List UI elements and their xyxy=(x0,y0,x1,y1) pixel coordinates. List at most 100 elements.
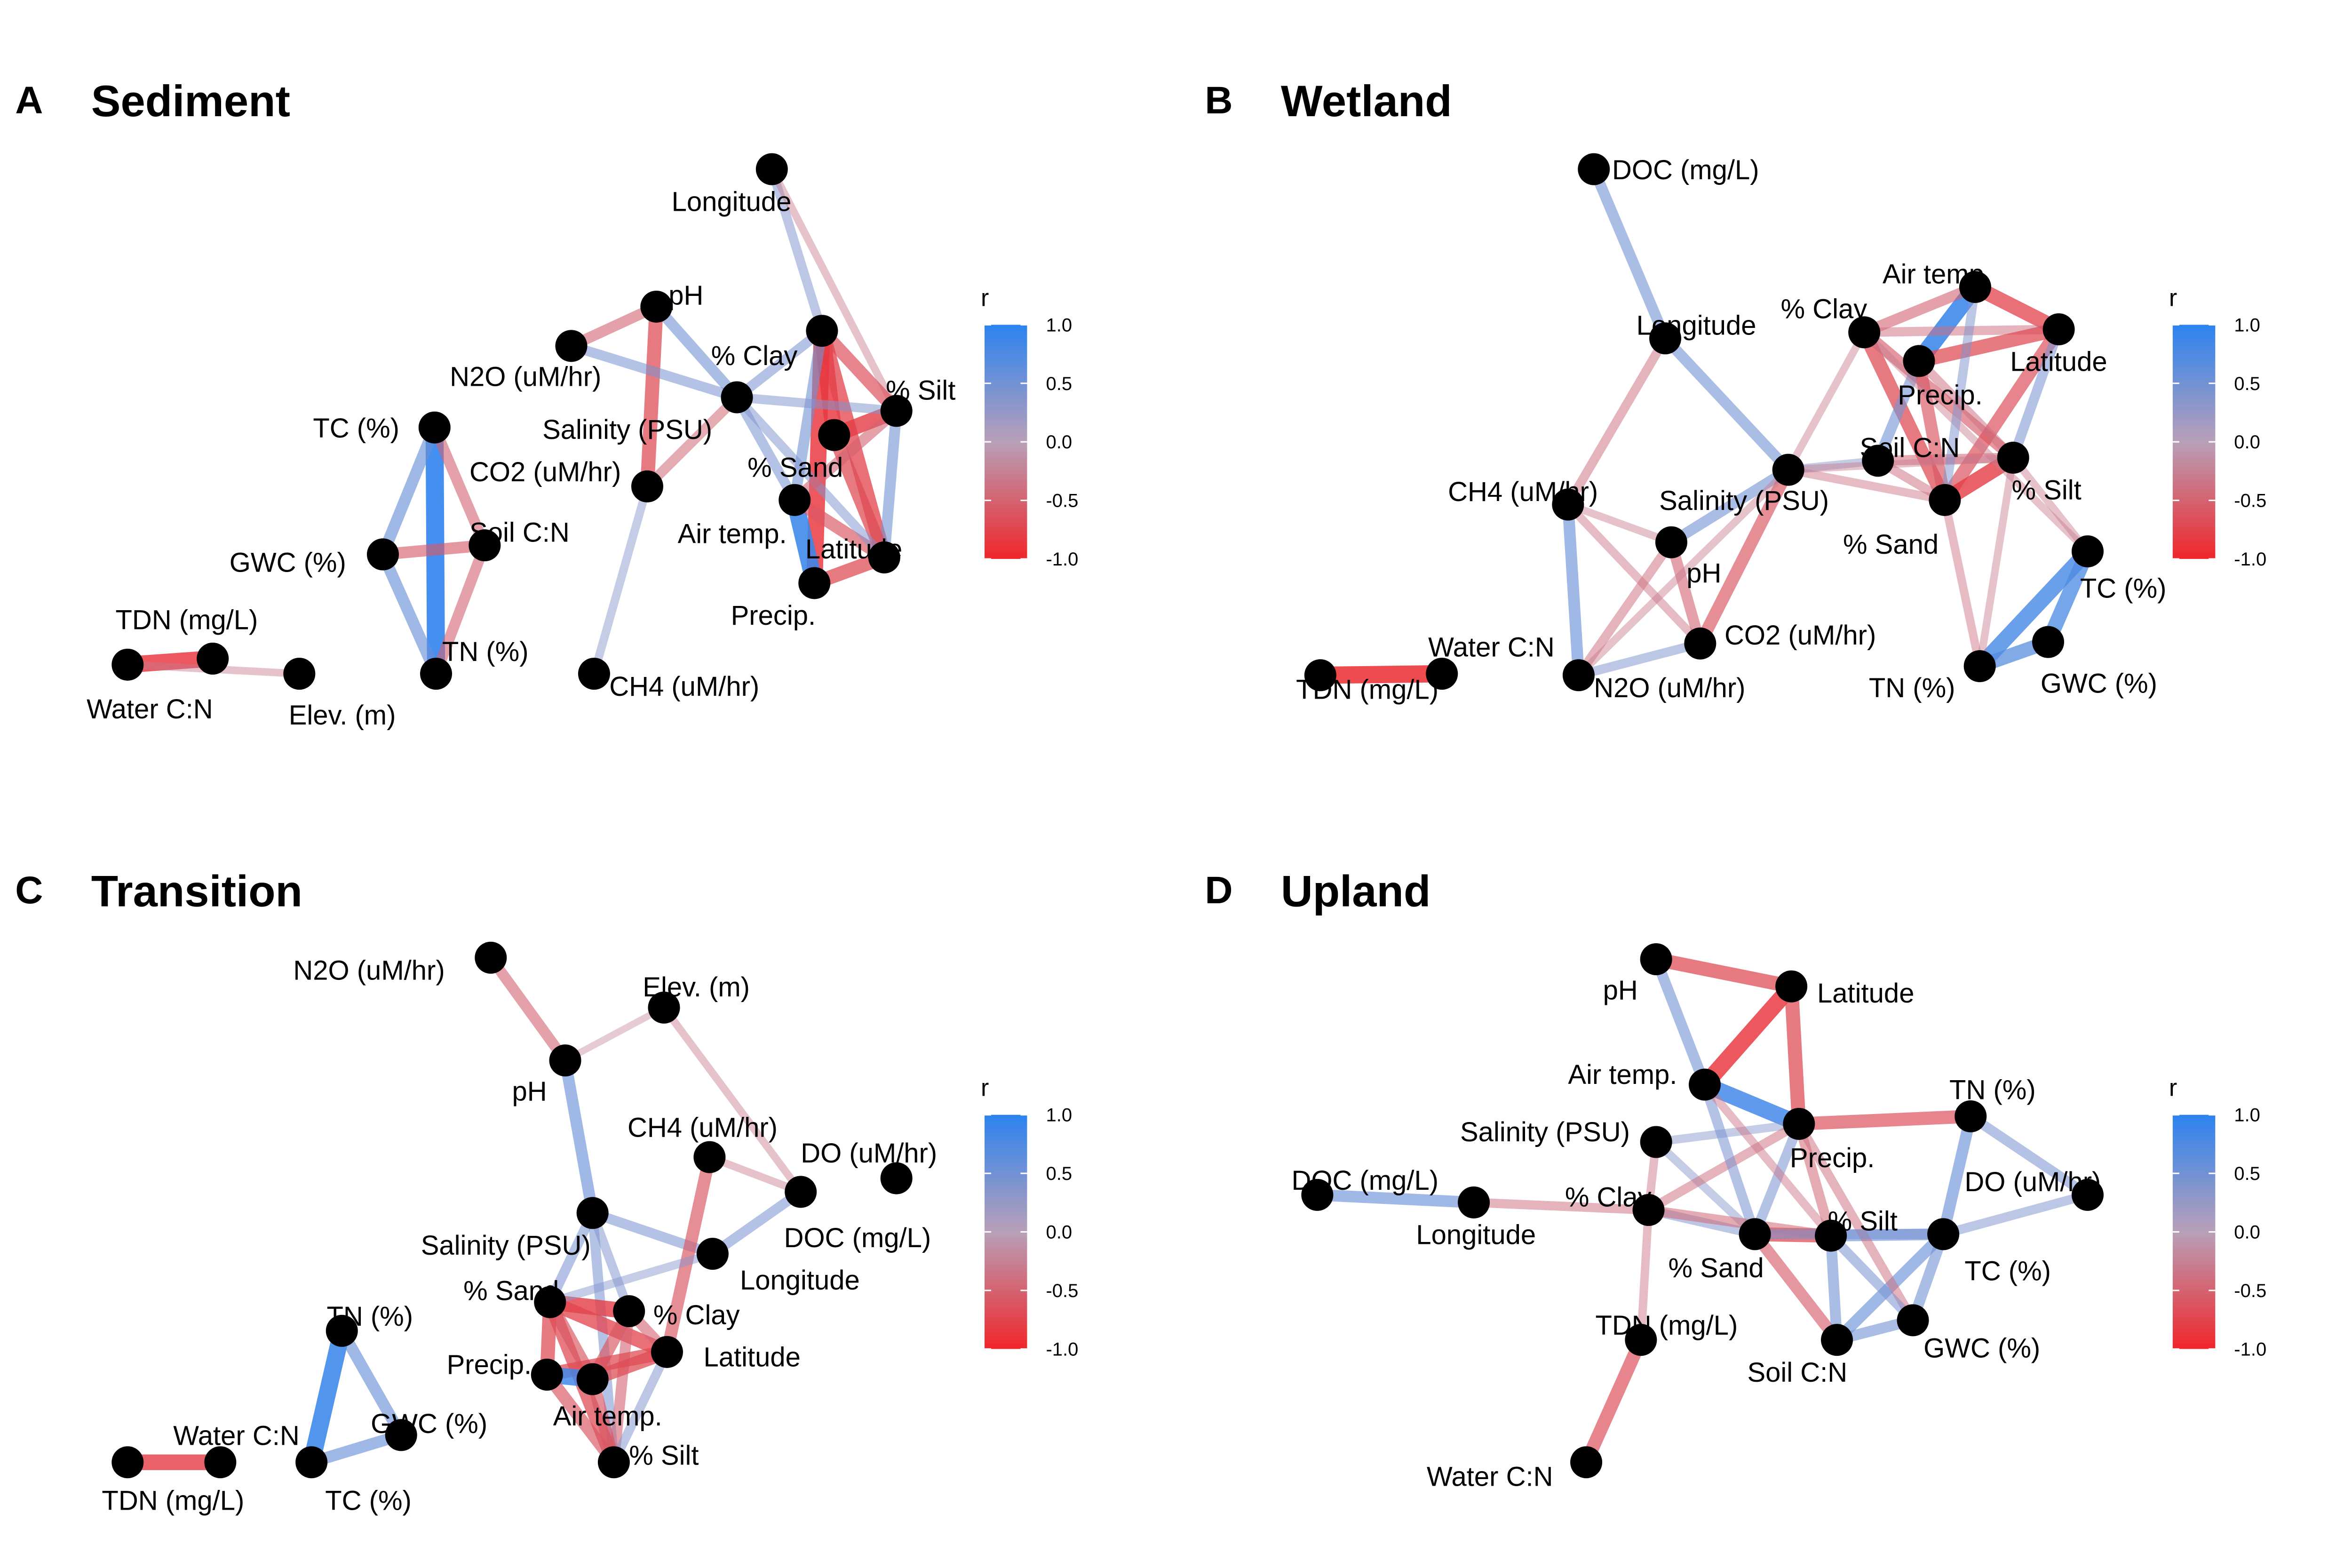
node-tn xyxy=(326,1314,358,1347)
edge-ch4-n2o xyxy=(1562,499,1585,681)
edge-ph-elev xyxy=(562,1004,667,1064)
node-sand xyxy=(1929,484,1961,516)
legend-tick-label: -0.5 xyxy=(2234,1281,2266,1301)
node-label-salinity: Salinity (PSU) xyxy=(1460,1117,1630,1147)
edge-silt-tc xyxy=(2009,454,2092,556)
node-tdn xyxy=(1625,1324,1657,1356)
legend-tick-label: 0.5 xyxy=(2234,1163,2260,1184)
node-label-n2o: N2O (uM/hr) xyxy=(293,955,445,986)
edge-clay-precip xyxy=(806,322,830,591)
node-do xyxy=(880,1162,913,1194)
edge-salinity-clay xyxy=(1784,328,1868,474)
node-sand xyxy=(1739,1218,1771,1250)
edge-airtemp-sand xyxy=(1700,1079,1760,1240)
panel-title: Sediment xyxy=(91,76,290,126)
node-label-sand: % Sand xyxy=(747,452,843,483)
edge-salinity-sand xyxy=(545,1208,598,1307)
edge-clay-silt xyxy=(815,324,903,418)
edge-clay-airtemp xyxy=(789,325,827,506)
node-latitude xyxy=(2042,313,2075,345)
edge-airtemp-precip xyxy=(1696,1076,1807,1132)
node-precip xyxy=(1903,345,1935,377)
node-label-watercn: Water C:N xyxy=(1428,632,1555,663)
node-tn xyxy=(1963,650,1996,683)
node-label-longitude: Longitude xyxy=(1637,310,1756,341)
legend-tick-label: -1.0 xyxy=(1046,1339,1078,1360)
edge-salinity-silt xyxy=(1784,454,2017,474)
legend-tick-label: 0.0 xyxy=(2234,432,2260,453)
legend-tick-label: -1.0 xyxy=(2234,1339,2266,1360)
node-silt xyxy=(1997,441,2029,474)
node-label-latitude: Latitude xyxy=(1817,978,1914,1009)
node-labels: pH Latitude Air temp. TN (%) Salinity (PSU) P… xyxy=(1291,975,2101,1492)
edge-salinity-latitude xyxy=(732,392,889,562)
node-label-sand: % Sand xyxy=(1669,1253,1764,1283)
node-clay xyxy=(806,315,838,347)
node-salinity xyxy=(1772,454,1804,486)
node-label-gwc: GWC (%) xyxy=(2041,669,2157,699)
node-label-ph: pH xyxy=(512,1076,547,1107)
node-clay xyxy=(1848,316,1881,349)
node-label-silt: % Silt xyxy=(886,375,955,406)
node-label-airtemp: Air temp. xyxy=(1568,1059,1677,1090)
color-legend: r 1.0 0.5 0.0 -0.5 -1.0 xyxy=(981,284,1078,570)
node-labels: Longitude pH N2O (uM/hr) % Clay % Silt Salini… xyxy=(87,186,955,731)
node-labels: DOC (mg/L) Air temp. Longitude % Clay Latitu… xyxy=(1296,155,2166,705)
node-longitude xyxy=(755,153,788,185)
node-clay xyxy=(613,1295,645,1328)
node-salinity xyxy=(1640,1126,1672,1158)
edge-salinity-co2 xyxy=(642,392,742,492)
legend-tick-label: -0.5 xyxy=(1046,491,1078,511)
node-doc xyxy=(785,1176,817,1208)
edge-latitude-precip xyxy=(1784,979,1806,1131)
edge-longitude-silt xyxy=(768,165,900,415)
node-label-salinity: Salinity (PSU) xyxy=(1659,486,1829,516)
nodes xyxy=(111,153,913,690)
legend-title: r xyxy=(981,284,989,311)
nodes xyxy=(1301,943,2104,1479)
node-elev xyxy=(648,991,680,1024)
node-silt xyxy=(880,395,913,427)
edge-ch4-latitude xyxy=(660,1151,716,1359)
legend-tick-label: 1.0 xyxy=(1046,1105,1072,1126)
node-label-tn: TN (%) xyxy=(326,1301,413,1332)
edge-salinity-silt xyxy=(588,1208,619,1467)
node-label-soilcn: Soil C:N xyxy=(469,517,570,548)
node-n2o xyxy=(475,941,507,974)
edge-clay-precip xyxy=(1644,1119,1804,1215)
edge-clay-tc xyxy=(1860,328,2092,556)
node-label-longitude: Longitude xyxy=(740,1265,860,1296)
node-ph xyxy=(1655,526,1687,558)
node-latitude xyxy=(868,541,900,573)
node-label-salinity: Salinity (PSU) xyxy=(542,414,712,445)
node-ch4 xyxy=(693,1141,726,1173)
node-label-sand: % Sand xyxy=(1843,529,1939,560)
edge-latitude-silt xyxy=(609,1347,672,1467)
edge-n2o-salinity xyxy=(566,341,742,403)
edge-airtemp-silt xyxy=(789,405,902,506)
node-ch4 xyxy=(578,658,610,690)
node-longitude xyxy=(696,1238,729,1270)
edge-latitude-sand xyxy=(1938,322,2066,507)
node-soilcn xyxy=(1862,445,1894,477)
node-watercn xyxy=(111,648,144,681)
edge-ph-latitude xyxy=(1649,952,1799,994)
panel-a: A Sediment Longitude pH N2O (uM/hr) % Clay % S… xyxy=(15,76,1078,731)
node-tc xyxy=(1927,1218,1960,1250)
legend-tick-label: 0.5 xyxy=(2234,374,2260,394)
node-label-latitude: Latitude xyxy=(805,534,902,565)
legend-title: r xyxy=(2169,1075,2177,1102)
edge-longitude-clay xyxy=(767,164,827,336)
node-tc xyxy=(295,1446,328,1479)
edge-ph-salinity xyxy=(559,1054,599,1219)
legend-tick-label: -0.5 xyxy=(2234,491,2266,511)
edge-n2o-ph xyxy=(485,952,571,1066)
node-soilcn xyxy=(469,529,501,562)
edge-silt-latitude xyxy=(879,405,902,563)
legend-tick-label: -1.0 xyxy=(2234,549,2266,570)
node-label-airtemp: Air temp. xyxy=(678,519,787,549)
node-ph xyxy=(640,290,673,323)
node-do xyxy=(2071,1178,2104,1211)
edge-ch4-ph xyxy=(1564,501,1676,546)
node-label-airtemp: Air temp. xyxy=(553,1401,662,1432)
